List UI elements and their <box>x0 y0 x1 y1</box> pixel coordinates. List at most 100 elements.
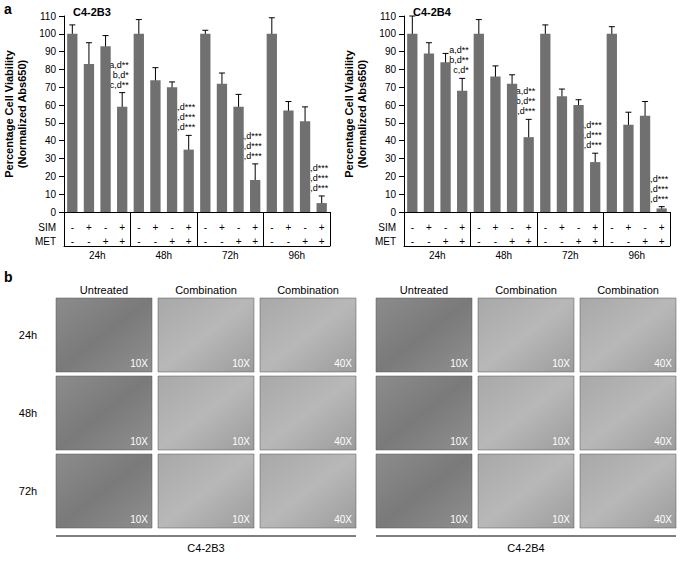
svg-text:-: - <box>427 236 430 247</box>
svg-text:10X: 10X <box>130 358 148 369</box>
svg-text:48h: 48h <box>155 250 172 261</box>
svg-text:10X: 10X <box>552 358 570 369</box>
svg-text:30: 30 <box>45 153 57 164</box>
svg-text:(Normalized Abs650): (Normalized Abs650) <box>16 59 28 168</box>
svg-text:+: + <box>186 236 192 247</box>
svg-text:10X: 10X <box>232 514 250 525</box>
svg-text:72h: 72h <box>562 250 579 261</box>
svg-text:Combination: Combination <box>175 284 237 296</box>
svg-text:-: - <box>444 222 447 233</box>
svg-text:100: 100 <box>379 28 396 39</box>
svg-text:Combination: Combination <box>277 284 339 296</box>
svg-text:+: + <box>626 222 632 233</box>
svg-text:b,d**: b,d** <box>449 55 469 65</box>
svg-text:96h: 96h <box>288 250 305 261</box>
svg-text:-: - <box>137 222 140 233</box>
svg-text:10X: 10X <box>130 436 148 447</box>
svg-text:110: 110 <box>40 11 56 22</box>
svg-text:a,d**: a,d** <box>109 60 129 70</box>
svg-text:C4-2B4: C4-2B4 <box>507 542 544 554</box>
svg-text:-: - <box>270 222 273 233</box>
svg-text:80: 80 <box>385 64 397 75</box>
svg-text:+: + <box>592 236 598 247</box>
svg-text:96h: 96h <box>628 250 645 261</box>
svg-text:c,d**: c,d** <box>110 80 130 90</box>
svg-text:+: + <box>426 222 432 233</box>
svg-text:-: - <box>610 222 613 233</box>
svg-text:+: + <box>153 222 159 233</box>
svg-text:72h: 72h <box>222 250 239 261</box>
svg-text:40X: 40X <box>334 358 352 369</box>
svg-text:+: + <box>86 222 92 233</box>
svg-text:+: + <box>559 222 565 233</box>
svg-text:40X: 40X <box>334 514 352 525</box>
svg-text:-: - <box>270 236 273 247</box>
svg-text:60: 60 <box>385 100 397 111</box>
svg-text:-: - <box>87 236 90 247</box>
svg-text:MET: MET <box>375 236 396 247</box>
svg-text:20: 20 <box>385 171 397 182</box>
svg-text:+: + <box>459 222 465 233</box>
svg-text:-: - <box>494 236 497 247</box>
svg-text:+: + <box>286 222 292 233</box>
svg-text:+: + <box>252 236 258 247</box>
svg-text:+: + <box>186 222 192 233</box>
svg-text:+: + <box>459 236 465 247</box>
svg-text:+: + <box>526 236 532 247</box>
svg-text:C4-2B4: C4-2B4 <box>413 6 452 18</box>
svg-text:-: - <box>577 222 580 233</box>
svg-text:10X: 10X <box>552 514 570 525</box>
svg-text:10X: 10X <box>450 358 468 369</box>
svg-text:+: + <box>169 236 175 247</box>
svg-text:-: - <box>220 236 223 247</box>
svg-text:40: 40 <box>385 135 397 146</box>
svg-text:-: - <box>104 222 107 233</box>
svg-text:b,d*: b,d* <box>113 70 130 80</box>
svg-text:Percentage Cell Viability: Percentage Cell Viability <box>3 49 15 177</box>
svg-text:10X: 10X <box>232 358 250 369</box>
svg-text:40X: 40X <box>654 436 672 447</box>
svg-text:-: - <box>477 222 480 233</box>
svg-text:110: 110 <box>380 11 396 22</box>
svg-text:48h: 48h <box>19 407 37 419</box>
svg-text:40X: 40X <box>654 514 672 525</box>
svg-text:24h: 24h <box>19 329 37 341</box>
svg-text:-: - <box>303 222 306 233</box>
svg-text:+: + <box>319 222 325 233</box>
svg-text:+: + <box>576 236 582 247</box>
svg-text:b: b <box>4 269 13 285</box>
svg-text:-: - <box>204 222 207 233</box>
svg-text:Untreated: Untreated <box>80 284 128 296</box>
svg-text:10X: 10X <box>552 436 570 447</box>
svg-text:100: 100 <box>39 28 56 39</box>
svg-text:10: 10 <box>385 189 397 200</box>
svg-text:-: - <box>477 236 480 247</box>
svg-text:90: 90 <box>45 46 57 57</box>
svg-text:-: - <box>237 222 240 233</box>
svg-text:24h: 24h <box>429 250 446 261</box>
svg-text:-: - <box>411 236 414 247</box>
svg-text:+: + <box>252 222 258 233</box>
svg-text:-: - <box>627 236 630 247</box>
svg-text:-: - <box>411 222 414 233</box>
svg-text:+: + <box>119 236 125 247</box>
svg-text:0: 0 <box>390 207 396 218</box>
svg-text:Percentage Cell Viability: Percentage Cell Viability <box>343 49 355 177</box>
svg-text:10: 10 <box>45 189 57 200</box>
svg-text:+: + <box>642 236 648 247</box>
svg-text:50: 50 <box>385 117 397 128</box>
svg-text:+: + <box>493 222 499 233</box>
svg-text:c,d*: c,d* <box>453 65 469 75</box>
svg-text:90: 90 <box>385 46 397 57</box>
svg-text:+: + <box>443 236 449 247</box>
svg-text:20: 20 <box>45 171 57 182</box>
svg-text:a,d**: a,d** <box>449 45 469 55</box>
svg-text:60: 60 <box>45 100 57 111</box>
svg-text:-: - <box>287 236 290 247</box>
svg-text:C4-2B3: C4-2B3 <box>187 542 224 554</box>
svg-text:10X: 10X <box>232 436 250 447</box>
svg-text:MET: MET <box>35 236 56 247</box>
svg-text:-: - <box>510 222 513 233</box>
svg-text:72h: 72h <box>19 485 37 497</box>
svg-text:+: + <box>659 236 665 247</box>
